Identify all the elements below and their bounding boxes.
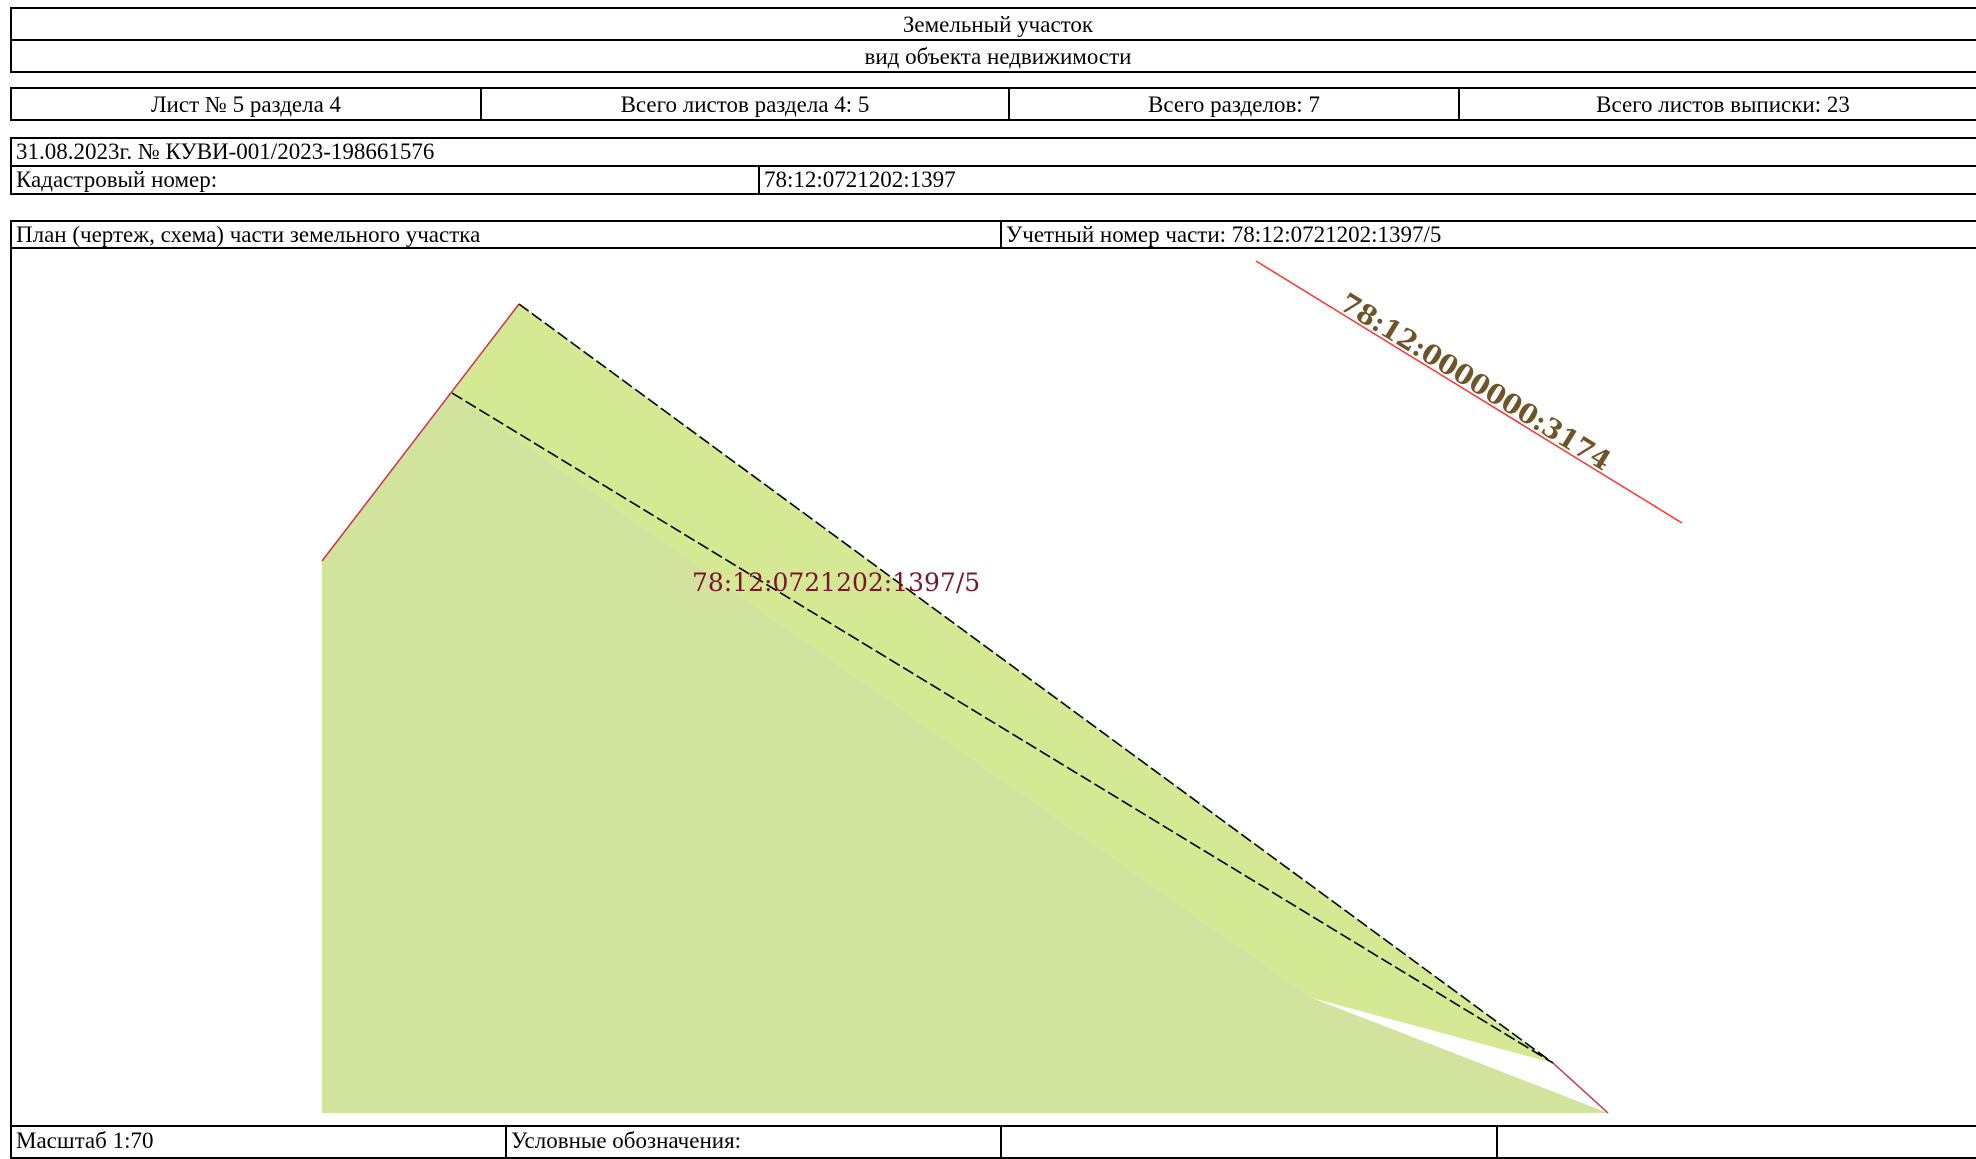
legend-label: Условные обозначения: — [505, 1125, 1002, 1159]
cadastral-label: Кадастровый номер: — [10, 165, 760, 195]
part-label: 78:12:0721202:1397/5 — [692, 568, 980, 597]
total-sheets-extract: Всего листов выписки: 23 — [1458, 87, 1976, 121]
footer-empty-cell-1 — [1000, 1125, 1498, 1159]
total-sheets-section: Всего листов раздела 4: 5 — [480, 87, 1010, 121]
footer-empty-cell-2 — [1496, 1125, 1976, 1159]
sheets-table: Лист № 5 раздела 4 Всего листов раздела … — [10, 87, 1976, 121]
object-type: Земельный участок — [10, 7, 1976, 41]
plan-svg: 78:12:0721202:1397/5 78:12:0000000:3174 — [321, 260, 1683, 1114]
sheet-number: Лист № 5 раздела 4 — [10, 87, 482, 121]
neighbor-label: 78:12:0000000:3174 — [1334, 288, 1616, 478]
part-boundary-lower — [451, 392, 1554, 1064]
parcel-boundary-red — [321, 303, 520, 562]
plan-title: План (чертеж, схема) части земельного уч… — [10, 220, 1002, 249]
cadastral-value: 78:12:0721202:1397 — [757, 165, 1976, 195]
object-type-caption: вид объекта недвижимости — [10, 39, 1976, 73]
part-polygon — [452, 304, 1553, 1063]
part-boundary-upper — [518, 303, 1554, 1064]
cadastral-table: 31.08.2023г. № КУВИ-001/2023-198661576 К… — [9, 137, 1976, 195]
neighbor-boundary-line — [1255, 260, 1683, 524]
plan-drawing: 78:12:0721202:1397/5 78:12:0000000:3174 — [10, 248, 1976, 1126]
parcel-boundary-red-bottom — [1552, 1062, 1609, 1114]
header-table: Земельный участок вид объекта недвижимос… — [10, 7, 1976, 73]
total-sections: Всего разделов: 7 — [1008, 87, 1460, 121]
plan-header-table: План (чертеж, схема) части земельного уч… — [10, 220, 1976, 249]
scale-label: Масштаб 1:70 — [10, 1125, 507, 1159]
footer-table: Масштаб 1:70 Условные обозначения: — [10, 1125, 1976, 1159]
parcel-polygon — [322, 393, 1608, 1113]
account-number: Учетный номер части: 78:12:0721202:1397/… — [1000, 220, 1976, 249]
date-number: 31.08.2023г. № КУВИ-001/2023-198661576 — [9, 137, 1976, 167]
